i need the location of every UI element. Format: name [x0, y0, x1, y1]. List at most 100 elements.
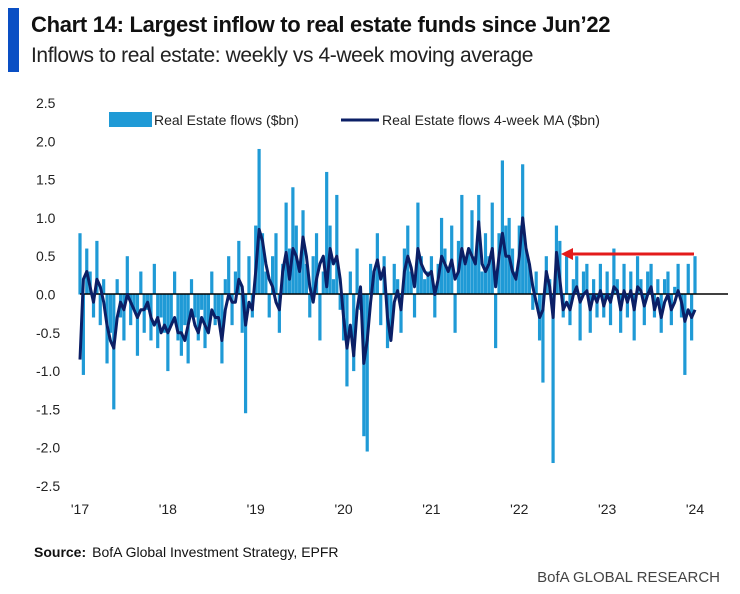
flow-bar: [635, 256, 640, 295]
x-tick-label: '18: [159, 501, 177, 517]
flow-bar: [139, 271, 143, 295]
flow-bar: [237, 240, 241, 295]
flow-bar: [129, 294, 133, 326]
flow-bar: [470, 210, 474, 295]
flow-bar: [453, 294, 457, 333]
flow-bar: [243, 294, 248, 414]
legend-label-bars: Real Estate flows ($bn): [154, 112, 299, 128]
y-tick-label: 0.0: [36, 287, 56, 303]
flow-bar: [534, 271, 538, 295]
flow-bar: [412, 294, 417, 318]
y-tick-label: 2.5: [36, 95, 56, 111]
x-tick-label: '17: [71, 501, 89, 517]
flow-bar: [98, 294, 102, 326]
flow-bar: [125, 256, 129, 295]
flow-bar: [426, 271, 430, 295]
flow-bar: [274, 233, 278, 295]
source-label: Source:: [34, 544, 87, 560]
flow-bar: [264, 271, 268, 295]
legend-label-line: Real Estate flows 4-week MA ($bn): [382, 112, 600, 128]
flow-bar: [95, 240, 99, 295]
flow-bar: [162, 294, 167, 333]
x-tick-label: '21: [422, 501, 440, 517]
flow-bar: [673, 286, 677, 295]
chart-title: Chart 14: Largest inflow to real estate …: [31, 12, 611, 37]
flow-bar: [247, 256, 251, 295]
source-note: Source: BofA Global Investment Strategy, …: [34, 544, 339, 560]
flow-bar: [277, 294, 281, 333]
flow-bar: [433, 294, 437, 318]
flow-bar: [396, 279, 400, 295]
flow-bar: [446, 271, 450, 295]
flow-bar: [541, 294, 545, 383]
y-tick-label: -2.0: [36, 440, 60, 456]
y-tick-label: -1.5: [36, 401, 60, 417]
flow-bar: [588, 294, 592, 333]
flow-bar: [355, 248, 359, 295]
x-tick-label: '19: [247, 501, 265, 517]
flow-bar: [142, 294, 146, 333]
y-tick-label: 1.5: [36, 172, 56, 188]
flow-bar: [399, 294, 403, 333]
flow-bar: [531, 294, 535, 310]
x-tick-label: '22: [510, 501, 528, 517]
flow-bar: [112, 294, 116, 410]
flow-bar: [291, 187, 295, 295]
x-tick-label: '24: [686, 501, 704, 517]
ma-line-series: [78, 216, 697, 365]
flow-bar: [500, 160, 504, 295]
ma-line: [78, 216, 697, 365]
flow-bar: [362, 294, 366, 437]
flow-bar: [514, 271, 518, 295]
flow-bar: [189, 279, 194, 295]
flow-bar: [176, 294, 180, 341]
flow-bar: [612, 248, 616, 295]
source-text: BofA Global Investment Strategy, EPFR: [92, 544, 339, 560]
flow-bar: [260, 233, 265, 295]
flow-bar: [592, 279, 596, 295]
flow-bar: [608, 294, 613, 326]
flow-bar: [227, 256, 231, 295]
flow-bar: [683, 294, 687, 375]
flow-bar: [632, 294, 636, 341]
flow-bar: [595, 294, 599, 318]
flow-bar: [271, 256, 275, 295]
flow-bar: [173, 271, 177, 295]
flow-bar: [551, 294, 555, 464]
flow-bar: [203, 294, 207, 349]
flow-bar: [605, 271, 609, 295]
flow-bar: [527, 263, 532, 295]
arrow-head: [561, 248, 573, 260]
flow-bar: [179, 294, 183, 356]
flow-bar: [460, 194, 464, 295]
flow-bar: [206, 294, 211, 333]
flow-bar: [625, 294, 630, 318]
flow-bar: [108, 294, 113, 333]
flow-bar: [338, 294, 342, 310]
flow-bar: [585, 263, 589, 295]
brand-label: BofA GLOBAL RESEARCH: [537, 569, 720, 586]
flow-bar: [686, 263, 690, 295]
flow-bar: [629, 271, 633, 295]
flow-bar: [321, 271, 325, 295]
flow-bar: [392, 263, 396, 295]
flow-bar: [575, 256, 579, 295]
flow-bar: [419, 256, 423, 295]
flow-bar: [233, 271, 238, 295]
flow-bar: [78, 233, 82, 295]
flow-bar: [102, 279, 106, 295]
annotation-arrow: [561, 248, 694, 260]
flow-bar: [581, 271, 586, 295]
title-accent-bar: [8, 8, 19, 72]
flow-bar: [642, 294, 646, 326]
flow-bar: [216, 294, 221, 318]
flow-bar: [132, 294, 136, 310]
flow-bar: [298, 271, 302, 295]
flow-bar: [649, 263, 653, 295]
flow-bar: [524, 248, 528, 295]
flow-bar: [210, 271, 214, 295]
y-tick-label: -2.5: [36, 478, 60, 494]
flow-bar: [213, 294, 217, 326]
x-tick-label: '20: [334, 501, 352, 517]
